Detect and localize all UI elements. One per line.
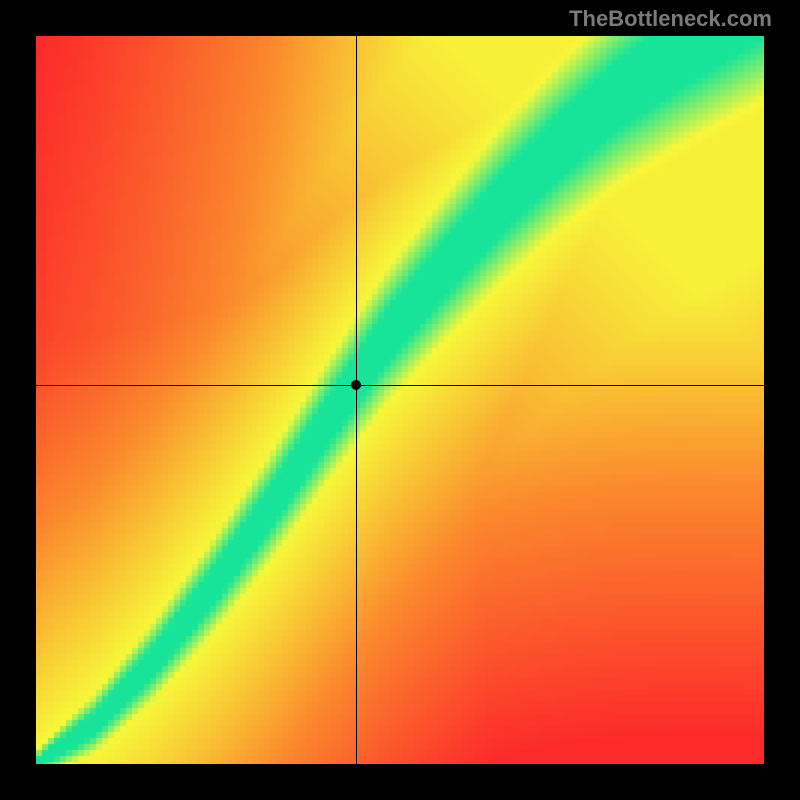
crosshair-vertical: [356, 36, 357, 764]
heatmap-canvas: [36, 36, 764, 764]
selection-marker: [351, 380, 361, 390]
crosshair-horizontal: [36, 385, 764, 386]
watermark-text: TheBottleneck.com: [569, 6, 772, 32]
bottleneck-heatmap: [36, 36, 764, 764]
